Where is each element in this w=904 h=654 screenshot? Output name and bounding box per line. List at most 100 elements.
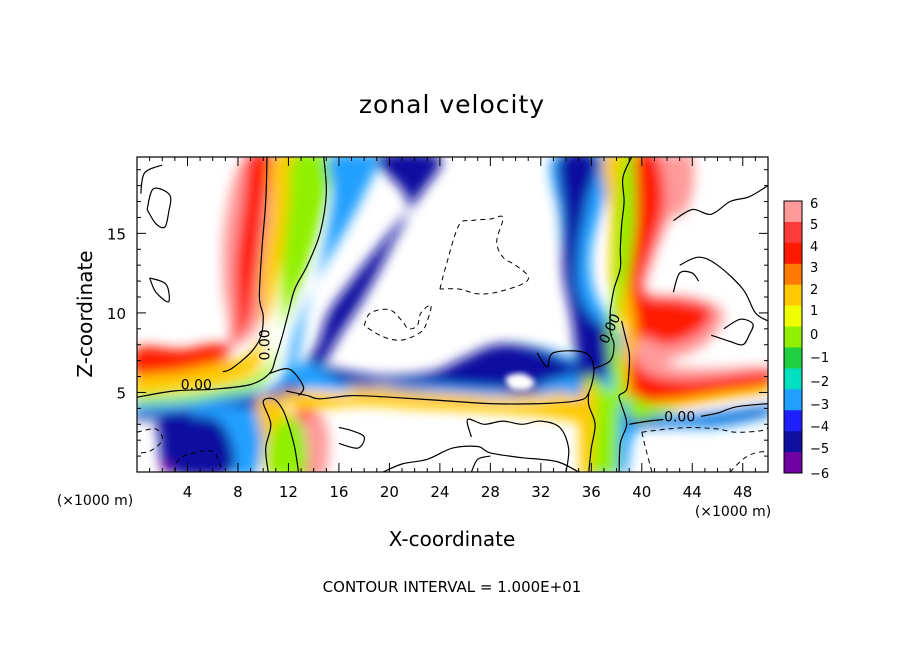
contour-line-solid (146, 187, 172, 229)
x-tick-label: 32 (531, 483, 550, 501)
contour-line-solid (672, 270, 700, 293)
colorbar-frame (783, 200, 803, 474)
contour-line-dashed (363, 304, 432, 341)
velocity-band (156, 415, 235, 472)
contour-lines (137, 157, 768, 472)
velocity-white-patch (505, 373, 535, 391)
colorbar-swatch (784, 368, 802, 390)
contour-line-solid (700, 403, 768, 417)
colorbar-label: 4 (810, 240, 818, 255)
x-tick-label: 44 (683, 483, 702, 501)
colorbar-label: −4 (810, 420, 829, 435)
colorbar-label: 1 (810, 304, 818, 319)
contour-line-dashed (174, 450, 224, 472)
velocity-band (624, 408, 768, 426)
contour-line-solid (470, 455, 491, 472)
x-tick-label: 28 (481, 483, 500, 501)
plot-area: 0.000.00 0.000.00 (137, 157, 768, 472)
contour-line-solid (629, 418, 664, 425)
colorbar-label: −1 (810, 351, 829, 366)
contour-label: 0.00 (664, 409, 695, 425)
x-tick-label: 48 (733, 483, 752, 501)
contour-line-solid (609, 157, 633, 310)
contour-line-solid (382, 445, 579, 472)
velocity-band (137, 157, 442, 420)
velocity-band (278, 391, 597, 423)
contour-line-dashed (641, 432, 653, 472)
y-axis-ticks: 5 10 15 (107, 169, 768, 457)
colorbar-swatch (784, 242, 802, 265)
colorbar-label: −6 (810, 467, 829, 482)
velocity-band (300, 416, 329, 472)
x-tick-label: 36 (582, 483, 601, 501)
colorbar-swatch (784, 389, 802, 411)
x-axis-unit-left: (×1000 m) (57, 493, 133, 509)
velocity-band (629, 157, 768, 404)
contour-line-solid (711, 318, 754, 346)
velocity-band (671, 157, 695, 218)
contour-line-solid (466, 418, 570, 472)
chart-title: zonal velocity (359, 90, 545, 119)
contour-line-dashed (439, 215, 529, 295)
colorbar-swatch (784, 431, 802, 453)
x-axis-ticks: 4 8 12 16 20 24 28 32 36 40 44 48 (149, 157, 756, 501)
colorbar: 6 5 4 3 2 1 0 −1 −2 −3 −4 −5 −6 (783, 197, 829, 482)
colorbar-swatch (784, 452, 802, 474)
velocity-band (137, 157, 302, 394)
colorbar-swatch (784, 284, 802, 307)
contour-line-dashed (641, 426, 768, 433)
colorbar-labels: 6 5 4 3 2 1 0 −1 −2 −3 −4 −5 −6 (810, 197, 829, 482)
y-tick-label: 5 (116, 384, 126, 402)
x-axis-unit-right: (×1000 m) (695, 504, 771, 520)
colorbar-label: −3 (810, 398, 829, 413)
velocity-band (607, 157, 636, 472)
contour-line-solid (149, 277, 170, 303)
x-tick-label: 40 (632, 483, 651, 501)
x-tick-label: 24 (430, 483, 449, 501)
contour-label: 0.00 (181, 378, 212, 394)
y-tick-label: 10 (107, 305, 126, 323)
colorbar-swatch (784, 347, 802, 369)
y-tick-label: 15 (107, 225, 126, 243)
contour-line-solid (140, 164, 163, 194)
x-tick-label: 12 (279, 483, 298, 501)
contour-line-solid (269, 367, 305, 396)
contour-line-solid (679, 256, 768, 322)
velocity-band (137, 157, 379, 412)
velocity-band (137, 157, 270, 378)
colorbar-swatch (784, 221, 802, 244)
contour-interval-note: CONTOUR INTERVAL = 1.000E+01 (323, 578, 582, 596)
colorbar-label: 0 (810, 328, 818, 343)
contour-line-solid (618, 320, 631, 472)
velocity-band (626, 395, 680, 421)
x-axis-label: X-coordinate (389, 527, 516, 551)
x-tick-label: 8 (233, 483, 243, 501)
contour-line-solid (338, 426, 365, 449)
colorbar-label: 6 (810, 197, 818, 212)
colorbar-label: −2 (810, 375, 829, 390)
y-axis-label: Z-coordinate (73, 250, 97, 377)
contour-line-solid (137, 157, 327, 398)
x-tick-label: 4 (183, 483, 193, 501)
contour-line-solid (222, 157, 268, 373)
contour-line-solid (285, 350, 595, 405)
colorbar-swatch (784, 410, 802, 432)
colorbar-label: 5 (810, 218, 818, 233)
colorbar-label: 3 (810, 261, 818, 276)
velocity-band (137, 157, 332, 404)
colorbar-swatch (784, 326, 802, 348)
velocity-band (267, 418, 308, 472)
colorbar-swatch (784, 201, 802, 223)
colorbar-swatch (784, 305, 802, 328)
contour-label: 0.00 (258, 329, 274, 360)
contour-line-solid (587, 392, 596, 472)
velocity-white-patches (505, 373, 535, 391)
x-tick-label: 16 (329, 483, 348, 501)
colorbar-label: −5 (810, 442, 829, 457)
colorbar-label: 2 (810, 283, 818, 298)
colorbar-swatches (784, 201, 802, 474)
contour-line-dashed (729, 450, 768, 472)
velocity-band (161, 461, 171, 472)
colorbar-swatch (784, 263, 802, 286)
